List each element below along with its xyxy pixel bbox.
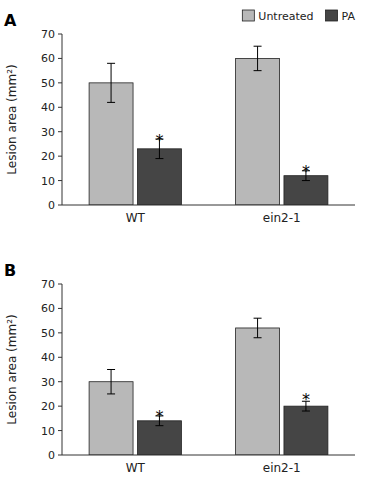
x-axis — [62, 455, 355, 456]
y-tick-label: 70 — [41, 278, 55, 291]
x-tick-label: WT — [126, 211, 146, 225]
y-tick — [58, 34, 62, 35]
y-tick-label: 20 — [41, 400, 55, 413]
error-bar — [254, 318, 262, 338]
x-tick-label: ein2-1 — [263, 211, 301, 225]
x-tick-label: WT — [126, 461, 146, 475]
marks — [89, 46, 328, 205]
y-tick-label: 50 — [41, 77, 55, 90]
y-tick — [58, 58, 62, 59]
error-bar — [107, 370, 115, 394]
x-tick-label: ein2-1 — [263, 461, 301, 475]
y-tick — [58, 308, 62, 309]
y-tick-label: 40 — [41, 101, 55, 114]
y-tick-label: 60 — [41, 302, 55, 315]
y-tick — [58, 131, 62, 132]
y-tick — [58, 205, 62, 206]
y-tick-label: 70 — [41, 28, 55, 41]
error-line — [111, 370, 112, 394]
legend-swatch — [242, 10, 254, 21]
y-tick — [58, 455, 62, 456]
y-tick-label: 60 — [41, 52, 55, 65]
y-tick — [58, 156, 62, 157]
y-tick-label: 30 — [41, 126, 55, 139]
y-tick-label: 50 — [41, 327, 55, 340]
error-cap — [254, 70, 262, 71]
y-tick — [58, 430, 62, 431]
error-cap — [302, 411, 310, 412]
bar — [284, 406, 328, 455]
y-tick-label: 10 — [41, 425, 55, 438]
panel-label: A — [4, 11, 17, 30]
panel: 0 10 20 30 40 50 60 70 WT ein2-1 * * Lesion area (mm… — [4, 261, 355, 475]
error-cap — [254, 46, 262, 47]
bar — [236, 328, 280, 455]
y-tick-label: 30 — [41, 376, 55, 389]
y-tick-label: 40 — [41, 351, 55, 364]
y-tick — [58, 332, 62, 333]
y-tick-label: 20 — [41, 150, 55, 163]
annotation: * — [155, 407, 163, 426]
error-bar — [254, 46, 262, 70]
panel: 0 10 20 30 40 50 60 70 WT ein2-1 * * Lesion area (mm… — [4, 10, 355, 225]
y-axis — [62, 284, 63, 455]
error-cap — [107, 393, 115, 394]
y-tick — [58, 357, 62, 358]
y-tick-label: 0 — [48, 199, 55, 212]
y-axis-label: Lesion area (mm²) — [5, 314, 19, 424]
y-tick — [58, 284, 62, 285]
bar — [236, 58, 280, 205]
panel-label: B — [4, 261, 16, 280]
chart-root: 0 10 20 30 40 50 60 70 WT ein2-1 * * Lesion area (mm… — [0, 0, 369, 500]
y-tick-label: 10 — [41, 175, 55, 188]
annotation: * — [302, 390, 310, 409]
y-tick — [58, 107, 62, 108]
y-tick — [58, 180, 62, 181]
y-tick — [58, 82, 62, 83]
error-cap — [107, 369, 115, 370]
error-line — [111, 63, 112, 102]
y-tick-label: 0 — [48, 449, 55, 462]
error-cap — [254, 337, 262, 338]
y-tick — [58, 381, 62, 382]
legend-label: Untreated — [258, 10, 313, 23]
y-tick — [58, 406, 62, 407]
error-cap — [107, 102, 115, 103]
error-cap — [254, 318, 262, 319]
y-axis-label: Lesion area (mm²) — [5, 64, 19, 174]
legend-label: PA — [342, 10, 356, 23]
error-bar — [107, 63, 115, 102]
error-line — [257, 46, 258, 70]
error-cap — [107, 63, 115, 64]
y-axis — [62, 34, 63, 205]
annotation: * — [302, 162, 310, 181]
error-cap — [155, 158, 163, 159]
marks — [89, 318, 328, 455]
legend-swatch — [326, 10, 338, 21]
x-axis — [62, 205, 355, 206]
error-line — [257, 318, 258, 338]
annotation: * — [155, 131, 163, 150]
legend: PA Untreated — [242, 10, 355, 23]
